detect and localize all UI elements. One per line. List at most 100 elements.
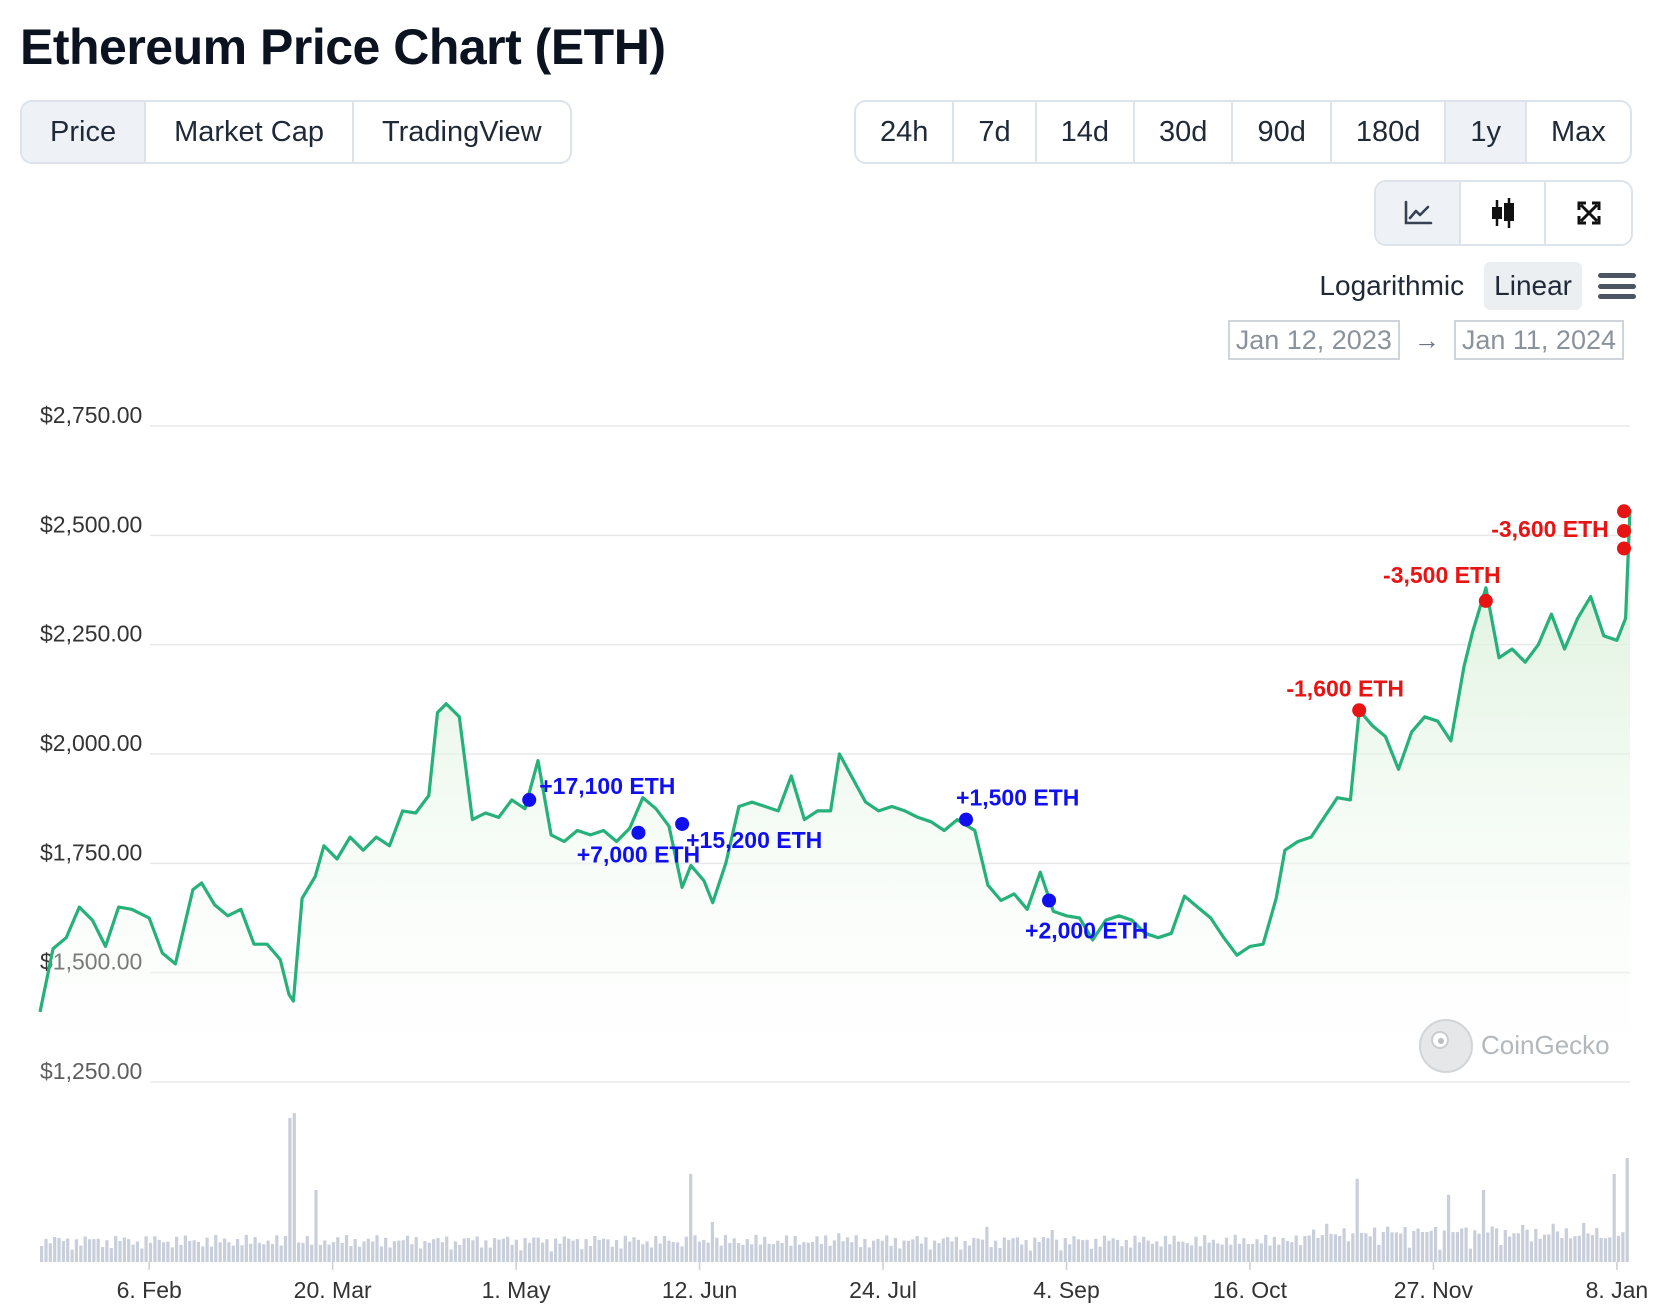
sell-marker[interactable] — [1478, 593, 1493, 608]
buy-marker[interactable] — [675, 816, 690, 831]
range-30d-button[interactable]: 30d — [1135, 102, 1234, 162]
buy-marker[interactable] — [1042, 893, 1057, 908]
volume-bar — [741, 1244, 745, 1262]
volume-bar — [811, 1242, 815, 1262]
volume-bar — [959, 1249, 963, 1262]
range-7d-button[interactable]: 7d — [954, 102, 1037, 162]
volume-bar — [371, 1241, 375, 1262]
volume-bar — [1242, 1238, 1246, 1262]
volume-bar — [301, 1242, 305, 1262]
range-180d-button[interactable]: 180d — [1332, 102, 1447, 162]
volume-bar — [919, 1243, 924, 1262]
range-1y-button[interactable]: 1y — [1446, 102, 1527, 162]
volume-bar — [1233, 1234, 1237, 1262]
volume-bar — [710, 1222, 714, 1262]
buy-marker[interactable] — [959, 812, 974, 827]
buy-marker[interactable] — [631, 825, 646, 840]
volume-bar — [157, 1239, 161, 1262]
volume-bar — [1325, 1223, 1329, 1262]
volume-bar — [645, 1241, 649, 1262]
volume-bar — [1255, 1239, 1259, 1262]
tab-tradingview[interactable]: TradingView — [381, 115, 542, 148]
volume-bar — [941, 1238, 945, 1262]
volume-bar — [933, 1240, 937, 1262]
volume-bar — [824, 1235, 828, 1262]
price-area — [40, 509, 1630, 1083]
x-tick-label: 8. Jan — [1586, 1277, 1649, 1303]
fullscreen-button[interactable] — [1546, 182, 1631, 244]
volume-bar — [188, 1240, 192, 1262]
volume-bar — [837, 1233, 841, 1262]
view-tabs: Price Market Cap TradingView — [20, 100, 572, 164]
volume-bar — [745, 1239, 749, 1262]
volume-bar — [1599, 1237, 1603, 1262]
sell-marker[interactable] — [1617, 541, 1631, 556]
volume-bar — [497, 1239, 501, 1262]
volume-bar — [1237, 1243, 1242, 1262]
volume-bar — [375, 1235, 379, 1262]
volume-bar — [1564, 1228, 1568, 1262]
volume-bar — [1259, 1243, 1263, 1262]
hamburger-menu-icon[interactable] — [1598, 269, 1636, 303]
date-from-input[interactable]: Jan 12, 2023 — [1227, 320, 1400, 360]
volume-bar — [1595, 1228, 1599, 1262]
buy-marker[interactable] — [522, 792, 537, 807]
y-tick-label: $2,500.00 — [40, 511, 142, 537]
volume-bar — [793, 1236, 797, 1262]
sell-marker[interactable] — [1352, 703, 1367, 718]
volume-bar — [1486, 1232, 1490, 1262]
sell-marker[interactable] — [1617, 523, 1631, 538]
volume-bar — [1412, 1231, 1416, 1262]
sell-marker[interactable] — [1617, 504, 1631, 519]
trade-annotation-label: +7,000 ETH — [577, 842, 700, 868]
volume-bar — [1603, 1238, 1608, 1262]
volume-bar — [196, 1241, 200, 1262]
volume-bar — [366, 1238, 370, 1262]
tab-market-cap[interactable]: Market Cap — [146, 102, 354, 162]
volume-bar — [201, 1246, 205, 1262]
range-max-button[interactable]: Max — [1550, 115, 1606, 148]
volume-bar — [1046, 1238, 1050, 1262]
trade-annotation-label: +15,200 ETH — [686, 827, 822, 853]
volume-bar — [336, 1237, 340, 1262]
volume-bar — [1468, 1248, 1472, 1262]
volume-bar — [1529, 1241, 1533, 1262]
range-14d-button[interactable]: 14d — [1037, 102, 1136, 162]
volume-bar — [606, 1239, 610, 1262]
volume-bar — [985, 1226, 989, 1262]
volume-bar — [484, 1240, 488, 1262]
volume-bar — [466, 1238, 471, 1262]
volume-bar — [1333, 1234, 1337, 1262]
range-24h-button[interactable]: 24h — [856, 102, 955, 162]
volume-bar — [549, 1251, 553, 1262]
volume-bar — [170, 1247, 174, 1262]
volume-bar — [1133, 1235, 1137, 1262]
logarithmic-option[interactable]: Logarithmic — [1319, 270, 1465, 301]
tab-price[interactable]: Price — [22, 102, 147, 162]
x-tick-label: 24. Jul — [849, 1277, 917, 1303]
line-chart-button[interactable] — [1376, 182, 1461, 244]
date-to-input[interactable]: Jan 11, 2024 — [1453, 320, 1624, 360]
volume-bar — [231, 1245, 235, 1262]
candlestick-chart-button[interactable] — [1461, 182, 1546, 244]
price-chart: $2,750.00 $2,500.00 $2,250.00 $2,000.00 $1,7… — [38, 402, 1649, 1303]
volume-bar — [266, 1240, 270, 1262]
volume-bar — [1499, 1245, 1503, 1262]
date-range-picker: Jan 12, 2023 → Jan 11, 2024 — [1227, 320, 1624, 360]
volume-bar — [1473, 1230, 1477, 1262]
volume-bar — [893, 1237, 897, 1262]
y-tick-label: $2,250.00 — [40, 621, 142, 647]
linear-option[interactable]: Linear — [1484, 262, 1582, 310]
volume-bar — [593, 1236, 597, 1262]
volume-bar — [79, 1245, 83, 1262]
x-tick-label: 20. Mar — [294, 1277, 372, 1303]
volume-bar — [358, 1246, 362, 1262]
volume-bar — [527, 1242, 532, 1262]
range-90d-button[interactable]: 90d — [1233, 102, 1332, 162]
volume-bar — [654, 1236, 658, 1262]
volume-bar — [802, 1242, 806, 1262]
volume-bar — [83, 1236, 87, 1262]
volume-bar — [885, 1235, 889, 1262]
volume-bar — [214, 1235, 218, 1262]
volume-bar — [998, 1248, 1002, 1262]
